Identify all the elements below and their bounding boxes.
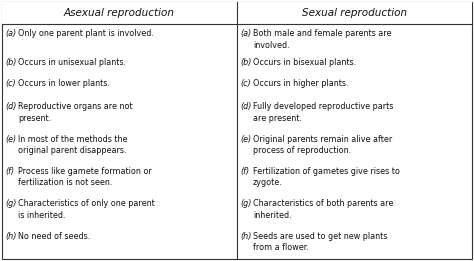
Text: Sexual reproduction: Sexual reproduction bbox=[302, 8, 407, 18]
Text: (f): (f) bbox=[240, 167, 249, 176]
Text: (g): (g) bbox=[240, 199, 251, 208]
Text: Original parents remain alive after
process of reproduction.: Original parents remain alive after proc… bbox=[253, 135, 392, 155]
Text: (e): (e) bbox=[5, 135, 16, 144]
Text: Process like gamete formation or
fertilization is not seen.: Process like gamete formation or fertili… bbox=[18, 167, 152, 187]
Text: (a): (a) bbox=[5, 29, 16, 38]
Text: No need of seeds.: No need of seeds. bbox=[18, 232, 90, 241]
Text: Occurs in bisexual plants.: Occurs in bisexual plants. bbox=[253, 58, 356, 67]
Text: (b): (b) bbox=[240, 58, 251, 67]
Text: (e): (e) bbox=[240, 135, 251, 144]
Text: (d): (d) bbox=[5, 103, 17, 111]
Text: Fertilization of gametes give rises to
zygote.: Fertilization of gametes give rises to z… bbox=[253, 167, 400, 187]
Text: (h): (h) bbox=[5, 232, 17, 241]
Text: Characteristics of both parents are
inherited.: Characteristics of both parents are inhe… bbox=[253, 199, 393, 220]
Text: Only one parent plant is involved.: Only one parent plant is involved. bbox=[18, 29, 154, 38]
Text: Seeds are used to get new plants
from a flower.: Seeds are used to get new plants from a … bbox=[253, 232, 387, 252]
Bar bbox=[2, 2, 472, 24]
Text: (a): (a) bbox=[240, 29, 251, 38]
Text: Reproductive organs are not
present.: Reproductive organs are not present. bbox=[18, 103, 133, 123]
Text: In most of the methods the
original parent disappears.: In most of the methods the original pare… bbox=[18, 135, 128, 155]
Text: Occurs in lower plants.: Occurs in lower plants. bbox=[18, 80, 110, 88]
Text: Occurs in higher plants.: Occurs in higher plants. bbox=[253, 80, 348, 88]
Text: (d): (d) bbox=[240, 103, 251, 111]
Text: Asexual reproduction: Asexual reproduction bbox=[64, 8, 175, 18]
Text: Occurs in unisexual plants.: Occurs in unisexual plants. bbox=[18, 58, 126, 67]
Text: Both male and female parents are
involved.: Both male and female parents are involve… bbox=[253, 29, 392, 50]
Text: Characteristics of only one parent
is inherited.: Characteristics of only one parent is in… bbox=[18, 199, 155, 220]
Text: (c): (c) bbox=[5, 80, 16, 88]
Text: Fully developed reproductive parts
are present.: Fully developed reproductive parts are p… bbox=[253, 103, 393, 123]
Text: (b): (b) bbox=[5, 58, 17, 67]
Text: (c): (c) bbox=[240, 80, 251, 88]
Text: (g): (g) bbox=[5, 199, 17, 208]
Text: (h): (h) bbox=[240, 232, 251, 241]
Text: (f): (f) bbox=[5, 167, 14, 176]
